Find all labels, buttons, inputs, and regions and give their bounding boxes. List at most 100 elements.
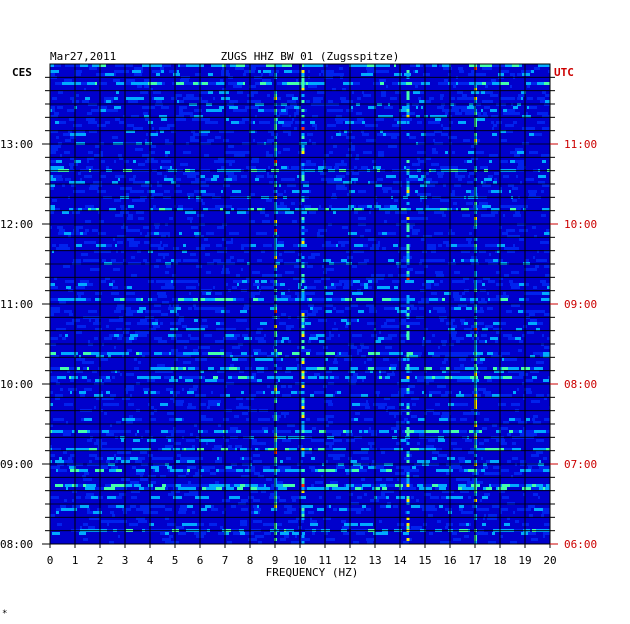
- spectrogram-cell: [362, 505, 366, 508]
- spectrogram-cell: [457, 91, 463, 94]
- spectrogram-cell: [176, 355, 185, 358]
- spectrogram-cell: [308, 85, 317, 88]
- spectrogram-cell: [523, 394, 525, 397]
- spectrogram-cell: [493, 322, 500, 325]
- spectrogram-cell: [76, 244, 82, 247]
- spectrogram-cell: [180, 448, 182, 451]
- spectrogram-cell: [73, 64, 80, 67]
- spectrogram-cell: [263, 523, 272, 526]
- spectrogram-cell: [531, 82, 537, 85]
- spectrogram-cell: [344, 358, 352, 361]
- spectrogram-cell: [208, 418, 213, 421]
- spectrogram-cell: [261, 121, 270, 124]
- spectrogram-cell: [432, 496, 439, 499]
- spectrogram-cell: [400, 304, 407, 307]
- spectrogram-cell: [50, 286, 58, 289]
- spectrogram-cell: [273, 235, 279, 238]
- spectrogram-cell: [137, 322, 144, 325]
- spectrogram-cell: [193, 211, 196, 214]
- spectrogram-cell: [228, 445, 232, 448]
- spectrogram-cell: [58, 232, 64, 235]
- spectrogram-cell: [147, 439, 156, 442]
- spectrogram-cell: [544, 523, 550, 526]
- spectrogram-cell: [471, 70, 475, 73]
- spectrogram-cell: [76, 484, 78, 487]
- spectrogram-cell: [435, 376, 442, 379]
- spectrogram-cell: [86, 118, 95, 121]
- spectrogram-cell: [247, 280, 250, 283]
- spectrogram-cell: [170, 166, 172, 169]
- spectrogram-cell: [350, 394, 357, 397]
- spectrogram-cell: [59, 334, 62, 337]
- spectrogram-cell: [197, 214, 201, 217]
- spectrogram-cell: [378, 154, 384, 157]
- spectrogram-cell: [400, 352, 403, 355]
- spectrogram-cell: [292, 532, 299, 535]
- spectrogram-cell: [78, 295, 81, 298]
- spectrogram-cell: [441, 340, 447, 343]
- spectrogram-cell: [119, 334, 121, 337]
- spectrogram-cell: [289, 448, 297, 451]
- spectrogram-cell: [528, 190, 537, 193]
- spectrogram-cell: [208, 91, 213, 94]
- spectrogram-cell: [218, 244, 222, 247]
- spectrogram-cell: [144, 508, 150, 511]
- spectrogram-cell: [264, 532, 271, 535]
- spectrogram-cell: [503, 214, 505, 217]
- spectrogram-cell: [493, 181, 497, 184]
- spectrogram-cell: [368, 280, 372, 283]
- spectral-peak-cell: [301, 298, 305, 301]
- spectrogram-cell: [375, 391, 380, 394]
- spectrogram-cell: [53, 367, 60, 370]
- spectrogram-cell: [442, 64, 451, 67]
- spectrogram-cell: [442, 412, 451, 415]
- spectrogram-cell: [50, 466, 54, 469]
- spectrogram-cell: [501, 64, 505, 67]
- spectrogram-cell: [50, 313, 54, 316]
- spectrogram-cell: [232, 286, 237, 289]
- spectrogram-cell: [180, 79, 189, 82]
- spectrogram-cell: [546, 298, 550, 301]
- spectrogram-cell: [74, 70, 82, 73]
- spectrogram-cell: [281, 166, 287, 169]
- spectrogram-cell: [440, 541, 447, 544]
- spectrogram-cell: [241, 319, 247, 322]
- spectrogram-cell: [200, 298, 205, 301]
- spectrogram-cell: [493, 259, 498, 262]
- spectrogram-cell: [380, 469, 386, 472]
- spectrogram-cell: [225, 310, 230, 313]
- spectrogram-cell: [219, 457, 222, 460]
- spectrogram-cell: [246, 277, 250, 280]
- spectrogram-cell: [127, 352, 129, 355]
- spectrogram-cell: [434, 211, 441, 214]
- spectrogram-cell: [74, 463, 83, 466]
- spectrogram-cell: [50, 175, 53, 178]
- spectrogram-cell: [341, 298, 345, 301]
- spectrogram-cell: [386, 85, 388, 88]
- spectrogram-cell: [431, 250, 436, 253]
- spectrogram-cell: [440, 367, 446, 370]
- spectrogram-cell: [333, 448, 338, 451]
- spectrogram-cell: [372, 244, 380, 247]
- spectrogram-cell: [381, 94, 386, 97]
- spectrogram-cell: [464, 322, 468, 325]
- spectrogram-cell: [174, 442, 181, 445]
- spectrogram-cell: [343, 286, 350, 289]
- spectrogram-cell: [486, 178, 492, 181]
- spectrogram-cell: [105, 277, 110, 280]
- spectrogram-cell: [394, 64, 396, 67]
- spectrogram-cell: [445, 508, 452, 511]
- spectrogram-cell: [482, 205, 491, 208]
- spectrogram-cell: [80, 505, 89, 508]
- spectrogram-cell: [513, 121, 517, 124]
- spectrogram-cell: [460, 466, 462, 469]
- spectrogram-cell: [134, 337, 137, 340]
- spectrogram-cell: [215, 298, 224, 301]
- spectral-peak-cell: [301, 208, 305, 211]
- spectrogram-cell: [225, 160, 229, 163]
- spectrogram-cell: [436, 391, 441, 394]
- spectrogram-cell: [158, 340, 167, 343]
- spectrogram-cell: [135, 148, 143, 151]
- spectrogram-cell: [208, 352, 217, 355]
- spectrogram-cell: [402, 430, 405, 433]
